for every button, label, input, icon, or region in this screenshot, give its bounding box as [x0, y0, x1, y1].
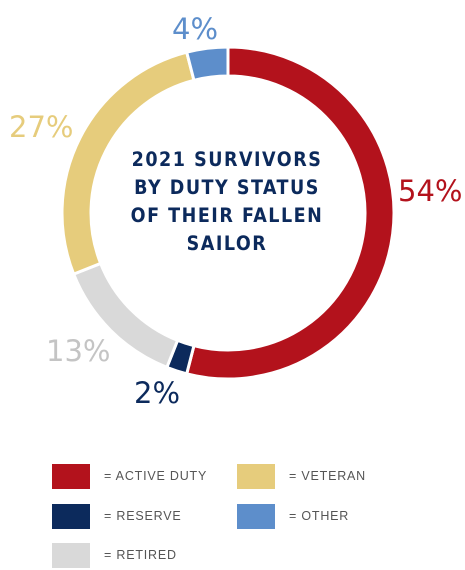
legend-label-reserve: = RESERVE	[104, 509, 182, 523]
legend-swatch-retired	[52, 542, 90, 568]
legend-item-veteran: = VETERAN	[237, 461, 366, 491]
legend-item-reserve: = RESERVE	[52, 501, 182, 531]
legend-label-active-duty: = ACTIVE DUTY	[104, 469, 208, 483]
chart-title: 2021 SURVIVORS BY DUTY STATUS OF THEIR F…	[122, 146, 332, 258]
data-label-other: 4%	[172, 12, 219, 46]
legend-item-retired: = RETIRED	[52, 540, 177, 570]
chart-title-line-2: BY DUTY STATUS	[134, 176, 320, 199]
data-label-active-duty: 54%	[398, 174, 463, 208]
chart-title-line-3: OF THEIR FALLEN	[130, 204, 324, 227]
slice-other	[184, 45, 230, 83]
data-label-veteran: 27%	[9, 110, 74, 144]
data-label-retired: 13%	[46, 334, 111, 368]
legend-swatch-veteran	[237, 463, 275, 489]
legend-swatch-other	[237, 503, 275, 529]
legend-label-other: = OTHER	[289, 509, 350, 523]
legend-swatch-reserve	[52, 503, 90, 529]
legend-item-other: = OTHER	[237, 501, 349, 531]
chart-title-line-4: SAILOR	[186, 232, 268, 255]
legend-label-retired: = RETIRED	[104, 548, 177, 562]
legend-label-veteran: = VETERAN	[289, 469, 367, 483]
legend-item-active-duty: = ACTIVE DUTY	[52, 461, 207, 491]
data-label-reserve: 2%	[134, 376, 181, 410]
slice-active-duty	[184, 45, 396, 381]
chart-title-line-1: 2021 SURVIVORS	[131, 148, 323, 171]
legend-swatch-active-duty	[52, 463, 90, 489]
